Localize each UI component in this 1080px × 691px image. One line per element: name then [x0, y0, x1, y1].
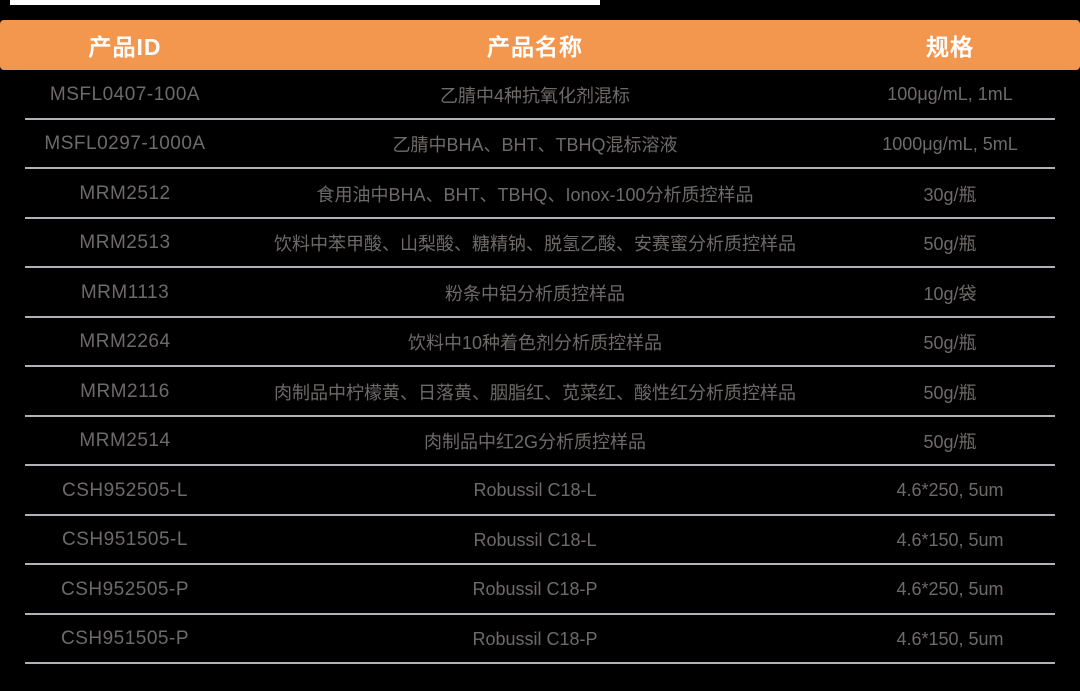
table-row: MRM2512 食用油中BHA、BHT、TBHQ、Ionox-100分析质控样品 3… — [0, 169, 1080, 219]
cell-spec: 50g/瓶 — [923, 432, 977, 453]
cell-name: 肉制品中红2G分析质控样品 — [423, 432, 646, 453]
column-header-product-name: 产品名称 — [487, 34, 583, 60]
product-table: 产品ID 产品名称 规格 MSFL0407-100A 乙腈中4种抗氧化剂混标 100… — [0, 20, 1080, 664]
table-row: MSFL0297-1000A 乙腈中BHA、BHT、TBHQ混标溶液 1000μg/… — [0, 120, 1080, 170]
cell-name: Robussil C18-P — [472, 579, 598, 600]
table-row: MSFL0407-100A 乙腈中4种抗氧化剂混标 100μg/mL, 1mL — [0, 70, 1080, 120]
cell-id: CSH951505-L — [62, 529, 188, 551]
cell-id: MRM2514 — [79, 430, 171, 452]
table-row: MRM2514 肉制品中红2G分析质控样品 50g/瓶 — [0, 417, 1080, 467]
cell-name: 饮料中苯甲酸、山梨酸、糖精钠、脱氢乙酸、安赛蜜分析质控样品 — [274, 234, 796, 255]
top-edge-white-strip — [10, 0, 600, 5]
cell-id: MRM2513 — [79, 232, 171, 254]
cell-spec: 4.6*250, 5um — [896, 480, 1004, 501]
cell-id: CSH952505-P — [60, 578, 190, 600]
table-row: MRM2116 肉制品中柠檬黄、日落黄、胭脂红、苋菜红、酸性红分析质控样品 50g/… — [0, 367, 1080, 417]
cell-spec: 50g/瓶 — [923, 382, 977, 403]
cell-id: MRM2264 — [79, 331, 171, 353]
cell-id: MRM1113 — [80, 281, 170, 303]
cell-name: 食用油中BHA、BHT、TBHQ、Ionox-100分析质控样品 — [316, 184, 754, 205]
cell-spec: 4.6*150, 5um — [896, 628, 1004, 649]
cell-id: MRM2512 — [79, 182, 171, 204]
cell-name: 乙腈中4种抗氧化剂混标 — [439, 85, 630, 106]
table-row: MRM2264 饮料中10种着色剂分析质控样品 50g/瓶 — [0, 318, 1080, 368]
table-row: MRM2513 饮料中苯甲酸、山梨酸、糖精钠、脱氢乙酸、安赛蜜分析质控样品 50g/… — [0, 219, 1080, 269]
column-header-product-id: 产品ID — [88, 34, 162, 60]
cell-spec: 50g/瓶 — [923, 234, 977, 255]
cell-spec: 1000μg/mL, 5mL — [882, 133, 1018, 154]
cell-id: MSFL0297-1000A — [44, 133, 206, 155]
cell-id: CSH952505-L — [62, 479, 188, 501]
cell-name: Robussil C18-L — [473, 529, 597, 550]
cell-id: CSH951505-P — [60, 628, 190, 650]
cell-spec: 4.6*150, 5um — [896, 529, 1004, 550]
cell-spec: 100μg/mL, 1mL — [887, 84, 1013, 105]
cell-name: Robussil C18-P — [472, 628, 598, 649]
table-row: MRM1113 粉条中铝分析质控样品 10g/袋 — [0, 268, 1080, 318]
cell-id: MSFL0407-100A — [49, 83, 201, 105]
cell-name: 乙腈中BHA、BHT、TBHQ混标溶液 — [392, 135, 678, 156]
cell-name: Robussil C18-L — [473, 480, 597, 501]
cell-name: 饮料中10种着色剂分析质控样品 — [407, 333, 663, 354]
cell-name: 肉制品中柠檬黄、日落黄、胭脂红、苋菜红、酸性红分析质控样品 — [274, 382, 796, 403]
cell-spec: 4.6*250, 5um — [896, 579, 1004, 600]
table-row: CSH952505-L Robussil C18-L 4.6*250, 5um — [0, 466, 1080, 516]
table-header-row: 产品ID 产品名称 规格 — [0, 20, 1080, 70]
table-row: CSH951505-L Robussil C18-L 4.6*150, 5um — [0, 516, 1080, 566]
cell-name: 粉条中铝分析质控样品 — [445, 283, 625, 304]
cell-spec: 50g/瓶 — [923, 333, 977, 354]
column-header-spec: 规格 — [926, 34, 974, 60]
cell-id: MRM2116 — [80, 380, 170, 402]
table-row: CSH952505-P Robussil C18-P 4.6*250, 5um — [0, 565, 1080, 615]
table-body: MSFL0407-100A 乙腈中4种抗氧化剂混标 100μg/mL, 1mL MSF… — [0, 70, 1080, 664]
cell-spec: 10g/袋 — [923, 283, 977, 304]
table-row: CSH951505-P Robussil C18-P 4.6*150, 5um — [0, 615, 1080, 665]
cell-spec: 30g/瓶 — [923, 184, 977, 205]
